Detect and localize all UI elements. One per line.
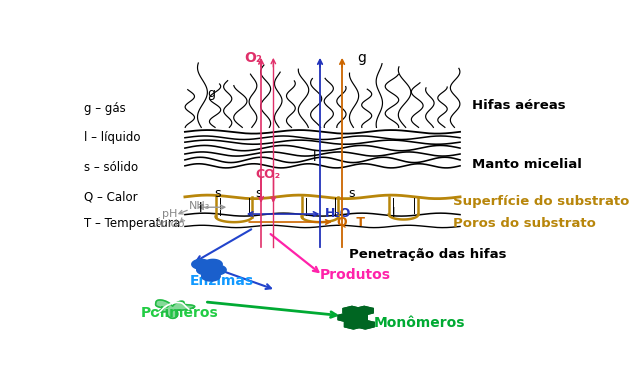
Text: Q – Calor: Q – Calor <box>84 190 138 204</box>
Polygon shape <box>197 265 216 275</box>
Polygon shape <box>191 259 210 269</box>
Text: CO₂: CO₂ <box>256 168 281 181</box>
Polygon shape <box>349 313 367 322</box>
Text: Q  T: Q T <box>337 215 365 228</box>
Text: Enzimas: Enzimas <box>190 274 254 288</box>
Text: g: g <box>358 51 366 65</box>
Text: pH: pH <box>162 209 178 219</box>
Text: T – Temperatura: T – Temperatura <box>84 217 180 230</box>
Text: Produtos: Produtos <box>320 268 391 282</box>
Text: H₂O: H₂O <box>325 207 351 220</box>
Text: l: l <box>313 151 317 164</box>
Polygon shape <box>344 320 363 329</box>
Polygon shape <box>207 265 226 275</box>
Text: g: g <box>207 87 215 100</box>
Text: Superfície do substrato: Superfície do substrato <box>453 195 629 208</box>
Polygon shape <box>356 320 374 329</box>
Text: g – gás: g – gás <box>84 102 126 115</box>
Polygon shape <box>155 300 195 318</box>
Text: Penetração das hifas: Penetração das hifas <box>349 248 507 261</box>
Polygon shape <box>343 306 361 315</box>
Text: Ácido: Ácido <box>155 219 185 229</box>
Text: s: s <box>349 187 355 200</box>
Text: s: s <box>256 187 262 200</box>
Text: Poros do substrato: Poros do substrato <box>453 217 595 230</box>
Text: Monômeros: Monômeros <box>374 316 465 330</box>
Text: l: l <box>199 202 203 215</box>
Text: Polímeros: Polímeros <box>141 306 219 320</box>
Polygon shape <box>202 271 220 281</box>
Text: NH₃: NH₃ <box>189 201 210 211</box>
Polygon shape <box>355 306 373 315</box>
Text: s: s <box>214 187 221 200</box>
Text: O₂: O₂ <box>245 51 262 65</box>
Text: Manto micelial: Manto micelial <box>472 158 582 171</box>
Text: l: l <box>392 207 396 220</box>
Text: l – líquido: l – líquido <box>84 131 141 144</box>
Polygon shape <box>338 313 356 322</box>
Polygon shape <box>204 259 223 269</box>
Text: s – sólido: s – sólido <box>84 161 138 174</box>
Text: Hifas aéreas: Hifas aéreas <box>472 99 566 112</box>
